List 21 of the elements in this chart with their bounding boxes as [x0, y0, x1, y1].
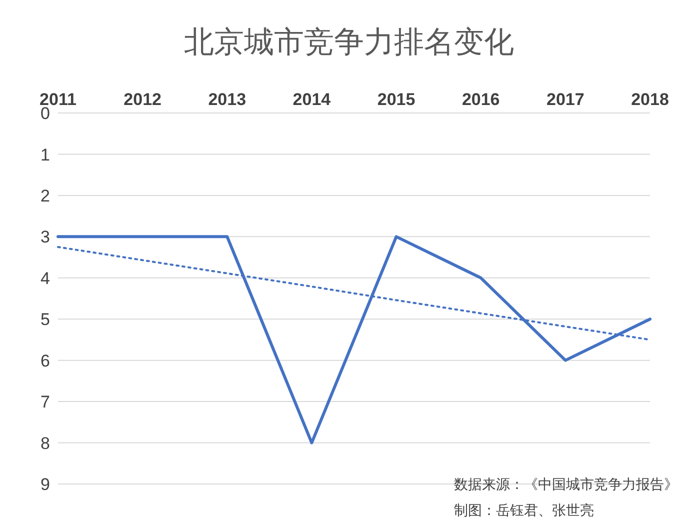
y-tick-label: 7: [40, 392, 50, 412]
line-series: [56, 235, 652, 444]
y-tick-label: 0: [40, 104, 50, 124]
chart-title: 北京城市竞争力排名变化: [183, 25, 515, 61]
y-tick-label: 6: [40, 351, 50, 370]
y-tick-label: 2: [40, 186, 50, 206]
y-tick-label: 1: [40, 145, 50, 164]
text: 制图：岳钰君、张世亮: [454, 502, 595, 521]
y-tick-label: 8: [40, 434, 50, 453]
x-tick-label: 2012: [124, 90, 162, 109]
y-tick-label: 9: [40, 475, 50, 494]
annotation: 数据来源：《中国城市竞争力报告》: [454, 476, 678, 495]
x-tick-label: 2014: [292, 90, 332, 109]
x-tick-label: 2013: [208, 90, 246, 109]
x-tick-label: 2015: [377, 90, 416, 109]
x-tick-label: 2016: [462, 90, 500, 109]
y-tick-label: 4: [40, 268, 50, 288]
y-tick-label: 5: [40, 310, 50, 330]
x-tick-label: 2018: [631, 90, 669, 109]
x-tick-label: 2017: [546, 90, 584, 109]
y-tick-label: 3: [40, 228, 50, 247]
